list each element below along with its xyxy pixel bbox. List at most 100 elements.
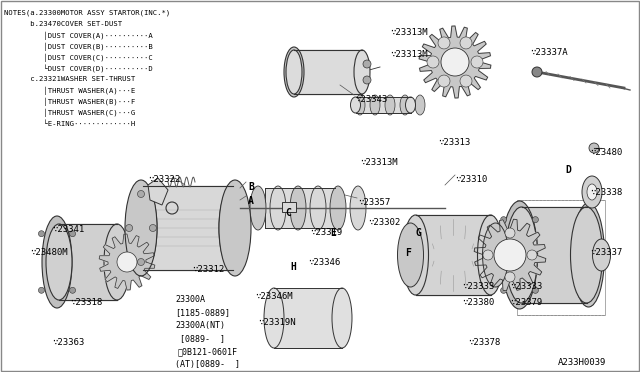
- Ellipse shape: [219, 186, 247, 270]
- Ellipse shape: [42, 216, 72, 308]
- Bar: [59, 224, 117, 300]
- Bar: [416, 215, 490, 295]
- Text: ∵23312: ∵23312: [192, 265, 224, 274]
- Ellipse shape: [500, 217, 507, 223]
- Polygon shape: [99, 234, 155, 290]
- Text: H: H: [290, 262, 296, 272]
- Ellipse shape: [138, 190, 145, 198]
- Ellipse shape: [438, 37, 450, 49]
- Ellipse shape: [286, 50, 302, 94]
- Ellipse shape: [385, 95, 395, 115]
- Ellipse shape: [460, 75, 472, 87]
- Ellipse shape: [70, 231, 76, 237]
- Text: ∵23310: ∵23310: [455, 175, 487, 184]
- Ellipse shape: [330, 186, 346, 230]
- Ellipse shape: [506, 207, 538, 303]
- Bar: [294, 50, 362, 94]
- Text: C: C: [285, 208, 291, 218]
- Text: │DUST COVER(C)··········C: │DUST COVER(C)··········C: [4, 54, 153, 62]
- Ellipse shape: [573, 203, 605, 307]
- Text: D: D: [565, 165, 571, 175]
- Text: 23300A(NT): 23300A(NT): [175, 321, 225, 330]
- Ellipse shape: [483, 223, 509, 287]
- Ellipse shape: [38, 231, 44, 237]
- Ellipse shape: [589, 143, 599, 153]
- Bar: [143, 186, 233, 270]
- Ellipse shape: [582, 176, 602, 208]
- Ellipse shape: [117, 252, 137, 272]
- Bar: [522, 208, 586, 302]
- Ellipse shape: [149, 224, 156, 231]
- Ellipse shape: [104, 224, 130, 300]
- Bar: [60, 224, 116, 299]
- Ellipse shape: [494, 239, 526, 271]
- Text: ∵23322: ∵23322: [148, 175, 180, 184]
- Ellipse shape: [403, 215, 429, 295]
- Text: B: B: [248, 182, 254, 192]
- Ellipse shape: [125, 180, 157, 276]
- Ellipse shape: [406, 97, 415, 113]
- Ellipse shape: [400, 95, 410, 115]
- Bar: [143, 186, 232, 270]
- Ellipse shape: [350, 186, 366, 230]
- Ellipse shape: [264, 288, 284, 348]
- Ellipse shape: [438, 75, 450, 87]
- Text: ∵23319: ∵23319: [310, 228, 342, 237]
- Ellipse shape: [46, 224, 72, 300]
- Ellipse shape: [310, 186, 326, 230]
- Text: ∵23380: ∵23380: [462, 298, 494, 307]
- Text: ⑂0B121-0601F: ⑂0B121-0601F: [178, 347, 238, 356]
- Text: ∵23346M: ∵23346M: [255, 292, 292, 301]
- Ellipse shape: [532, 217, 538, 223]
- Text: ∵23343: ∵23343: [355, 95, 387, 104]
- Ellipse shape: [415, 95, 425, 115]
- Text: E: E: [330, 228, 336, 238]
- Text: [1185-0889]: [1185-0889]: [175, 308, 230, 317]
- Bar: [356, 97, 410, 113]
- Ellipse shape: [527, 250, 537, 260]
- Ellipse shape: [397, 223, 424, 287]
- Text: ∵23313M: ∵23313M: [390, 50, 428, 59]
- Ellipse shape: [351, 97, 360, 113]
- Text: │THRUST WASHER(A)···E: │THRUST WASHER(A)···E: [4, 87, 135, 95]
- Text: ∵23480M: ∵23480M: [30, 248, 68, 257]
- Text: NOTES(a.23300MOTOR ASSY STARTOR(INC.*): NOTES(a.23300MOTOR ASSY STARTOR(INC.*): [4, 10, 170, 16]
- Text: ∵23363: ∵23363: [52, 338, 84, 347]
- Text: [0889-  ]: [0889- ]: [180, 334, 225, 343]
- Text: ∵23302: ∵23302: [368, 218, 400, 227]
- Text: │DUST COVER(A)··········A: │DUST COVER(A)··········A: [4, 32, 153, 40]
- Ellipse shape: [355, 95, 365, 115]
- Polygon shape: [474, 219, 546, 291]
- Text: ∵23337A: ∵23337A: [530, 48, 568, 57]
- Text: └E-RING·············H: └E-RING·············H: [4, 120, 135, 126]
- Text: ∵23333: ∵23333: [462, 282, 494, 291]
- Text: c.23321WASHER SET-THRUST: c.23321WASHER SET-THRUST: [4, 76, 135, 82]
- Ellipse shape: [38, 287, 44, 293]
- Text: ∵23379: ∵23379: [510, 298, 542, 307]
- Text: b.23470COVER SET-DUST: b.23470COVER SET-DUST: [4, 21, 122, 27]
- Bar: [274, 288, 342, 348]
- Ellipse shape: [505, 228, 515, 238]
- Ellipse shape: [270, 186, 286, 230]
- Ellipse shape: [500, 287, 507, 294]
- Bar: [415, 215, 490, 295]
- Text: 23300A: 23300A: [175, 295, 205, 304]
- Ellipse shape: [532, 287, 538, 294]
- Polygon shape: [148, 178, 168, 205]
- Text: ∵23313: ∵23313: [438, 138, 470, 147]
- Ellipse shape: [570, 207, 602, 303]
- Ellipse shape: [219, 180, 251, 276]
- Text: ∵23333: ∵23333: [510, 282, 542, 291]
- Ellipse shape: [363, 76, 371, 84]
- Ellipse shape: [129, 186, 157, 270]
- Ellipse shape: [587, 184, 597, 200]
- Bar: [265, 188, 335, 228]
- Text: G: G: [415, 228, 421, 238]
- Ellipse shape: [250, 186, 266, 230]
- Ellipse shape: [125, 224, 132, 231]
- Ellipse shape: [290, 186, 306, 230]
- Text: ∵23313M: ∵23313M: [390, 28, 428, 37]
- Ellipse shape: [471, 56, 483, 68]
- Text: ∵23346: ∵23346: [308, 258, 340, 267]
- Ellipse shape: [502, 201, 538, 309]
